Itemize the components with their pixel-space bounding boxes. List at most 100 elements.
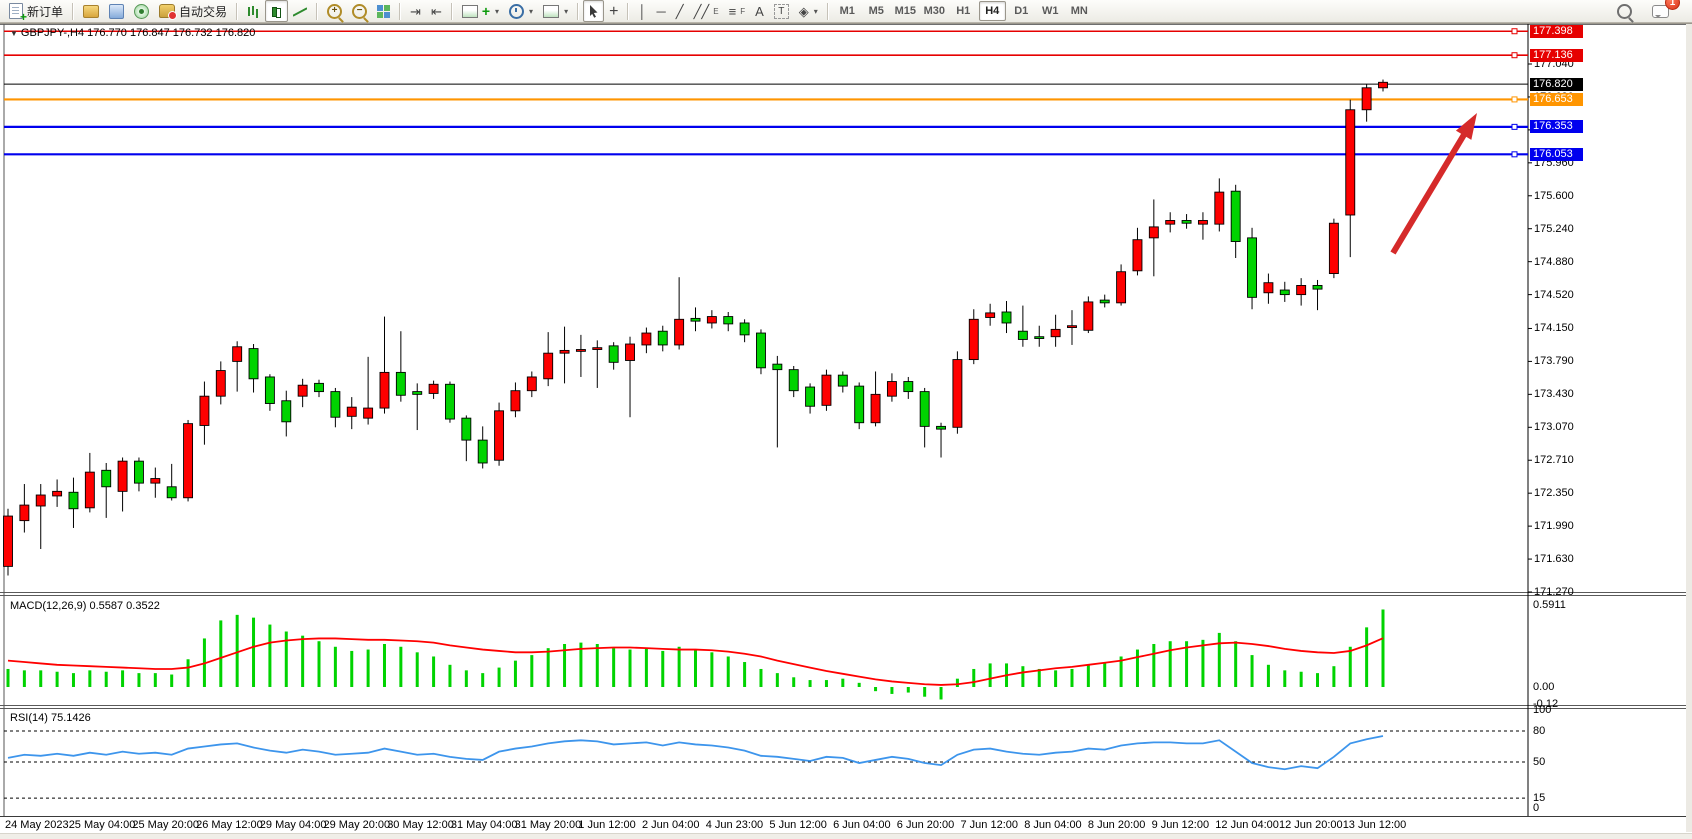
timeframe-group: M1 M5 M15 M30 H1 H4 D1 W1 MN	[833, 1, 1094, 21]
rsi-scale-label: 50	[1533, 755, 1546, 768]
macd-scale-label: 0.00	[1533, 681, 1555, 693]
time-axis-label: 13 Jun 12:00	[1342, 819, 1407, 831]
shapes-tool-button[interactable]: ◈ ▾	[794, 0, 823, 22]
separator	[826, 2, 829, 20]
time-axis-label: 5 Jun 12:00	[769, 819, 827, 831]
time-axis-label: 9 Jun 12:00	[1151, 819, 1210, 831]
notifications-button[interactable]: 1	[1647, 0, 1680, 22]
notification-badge: 1	[1665, 0, 1680, 10]
timeframe-m5[interactable]: M5	[868, 5, 884, 17]
timeframe-m1[interactable]: M1	[839, 5, 855, 17]
timeframe-w1[interactable]: W1	[1042, 5, 1059, 17]
trendline-tool-button[interactable]: ╱	[671, 0, 689, 22]
price-axis-label: 171.630	[1534, 553, 1574, 566]
tile-windows-icon	[377, 4, 391, 18]
price-axis-label: 173.430	[1534, 388, 1574, 401]
market-watch-button[interactable]	[78, 0, 104, 22]
candlesticks	[3, 79, 1388, 576]
channel-tool-button[interactable]: ╱╱ E	[689, 0, 724, 22]
hline-handle[interactable]	[1511, 151, 1518, 158]
price-badge: 176.653	[1530, 92, 1583, 106]
timeframe-m15[interactable]: M15	[894, 5, 916, 17]
chevron-down-icon: ▾	[564, 6, 569, 16]
chart-shift-button[interactable]: ⇥	[405, 0, 426, 22]
horizontal-line-tool-button[interactable]: ─	[652, 0, 671, 22]
vertical-line-tool-button[interactable]: │	[633, 0, 651, 22]
chevron-down-icon: ▾	[495, 6, 500, 16]
rsi-scale-label: 100	[1533, 704, 1552, 717]
new-order-icon	[9, 3, 27, 24]
auto-scroll-icon: ⇤	[430, 3, 442, 19]
timeframe-d1[interactable]: D1	[1014, 5, 1029, 17]
one-click-collapse-icon[interactable]: ▼	[10, 29, 18, 38]
time-axis-label: 7 Jun 12:00	[960, 819, 1019, 831]
data-window-icon	[109, 3, 125, 19]
timeframe-h1[interactable]: H1	[956, 5, 971, 17]
zoom-out-icon: −	[352, 3, 368, 19]
zoom-in-button[interactable]: +	[322, 0, 347, 22]
add-indicator-button[interactable]: + ▾	[457, 0, 504, 22]
signals-button[interactable]	[129, 0, 154, 22]
price-axis-label: 174.880	[1534, 255, 1574, 268]
rsi-scale-label: 15	[1533, 792, 1546, 805]
chart-shift-icon: ⇥	[410, 3, 421, 19]
zoom-in-icon: +	[327, 3, 343, 19]
timeframe-h4[interactable]: H4	[978, 1, 1006, 21]
timeframe-mn[interactable]: MN	[1070, 5, 1088, 17]
price-axis-label: 171.270	[1534, 586, 1574, 598]
price-axis-label: 174.520	[1534, 288, 1574, 301]
trend-arrow[interactable]	[1390, 113, 1477, 255]
crosshair-tool-button[interactable]: +	[604, 0, 623, 22]
price-badge: 177.136	[1530, 48, 1583, 62]
text-tool-button[interactable]: A	[750, 0, 769, 22]
time-axis-label: 29 May 04:00	[259, 819, 327, 831]
hline-handle[interactable]	[1511, 28, 1518, 35]
periods-button[interactable]: ▾	[504, 0, 538, 22]
text-label-tool-button[interactable]: T	[769, 0, 794, 22]
chevron-down-icon: ▾	[813, 6, 818, 16]
rsi-scale-label: 0	[1533, 802, 1540, 814]
channel-icon: ╱╱	[693, 3, 710, 19]
time-axis-label: 1 Jun 12:00	[578, 819, 636, 831]
time-axis-label: 29 May 20:00	[323, 819, 391, 831]
time-axis-label: 30 May 12:00	[387, 819, 454, 831]
time-axis-label: 4 Jun 23:00	[705, 819, 764, 831]
trendline-icon: ╱	[675, 3, 684, 19]
separator	[236, 2, 239, 20]
separator	[577, 2, 580, 20]
time-axis-label: 2 Jun 04:00	[642, 819, 700, 831]
search-button[interactable]	[1612, 0, 1637, 22]
cursor-tool-button[interactable]	[583, 0, 605, 22]
time-axis-label: 31 May 20:00	[514, 819, 582, 831]
data-window-button[interactable]	[104, 0, 129, 22]
hline-handle[interactable]	[1511, 52, 1518, 59]
candlestick-chart-button[interactable]	[265, 0, 289, 22]
auto-trading-icon	[159, 4, 178, 20]
macd-histogram	[6, 609, 1385, 700]
separator	[450, 2, 453, 20]
new-order-button[interactable]: 新订单	[4, 0, 68, 24]
time-axis-label: 24 May 2023	[5, 819, 69, 831]
macd-signal-line	[7, 637, 1384, 686]
hline-handle[interactable]	[1511, 123, 1518, 130]
zoom-out-button[interactable]: −	[347, 0, 372, 22]
rsi-indicator-label: RSI(14) 75.1426	[10, 712, 91, 724]
timeframe-m30[interactable]: M30	[923, 5, 945, 17]
time-axis-label: 6 Jun 04:00	[833, 819, 891, 831]
hline-handle[interactable]	[1511, 96, 1518, 103]
auto-scroll-button[interactable]: ⇤	[426, 0, 447, 22]
tile-windows-button[interactable]	[372, 0, 395, 22]
separator	[72, 2, 75, 20]
price-badge: 176.820	[1530, 77, 1583, 91]
time-axis-label: 6 Jun 20:00	[896, 819, 955, 831]
bar-chart-button[interactable]	[242, 0, 265, 22]
toolbar: 新订单 自动交易 + − ⇥ ⇤ +▾ ▾ ▾ + │ ─ ╱ ╱╱E	[0, 0, 1692, 24]
market-watch-icon	[83, 4, 100, 18]
templates-button[interactable]: ▾	[538, 0, 573, 22]
fibonacci-tool-button[interactable]: ≡ F	[724, 0, 750, 22]
auto-trading-button[interactable]: 自动交易	[154, 0, 232, 22]
crosshair-icon: +	[609, 2, 619, 20]
price-badge: 176.053	[1530, 147, 1583, 161]
